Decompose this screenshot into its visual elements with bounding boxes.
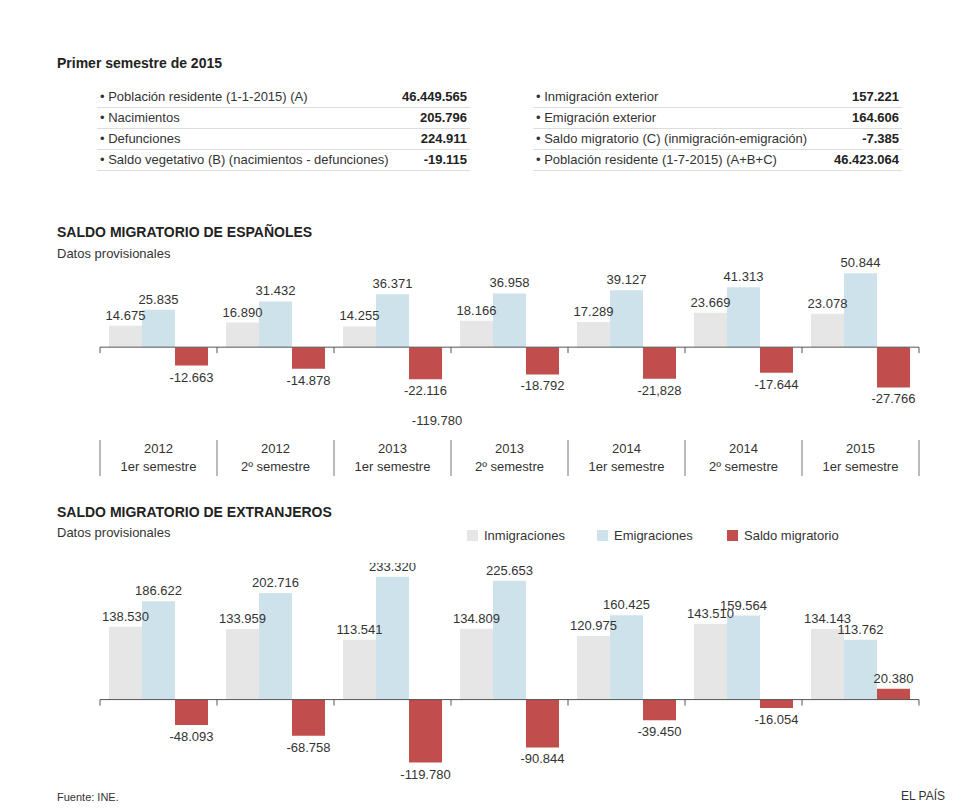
- svg-text:233.320: 233.320: [369, 563, 416, 574]
- svg-text:138.530: 138.530: [102, 609, 149, 624]
- html-text:Emigraciones: Emigraciones: [614, 528, 693, 543]
- html-text:-119.780: -119.780: [411, 413, 463, 428]
- html-text:EL PAÍS: EL PAÍS: [901, 789, 945, 803]
- svg-text:160.425: 160.425: [603, 597, 650, 612]
- svg-text:-16.054: -16.054: [754, 712, 798, 727]
- svg-text:159.564: 159.564: [720, 598, 767, 613]
- svg-text:18.166: 18.166: [457, 303, 497, 318]
- svg-text:2012: 2012: [144, 441, 173, 456]
- svg-text:-21,828: -21,828: [637, 383, 681, 398]
- svg-text:1er semestre: 1er semestre: [355, 459, 431, 474]
- html-text:• Inmigración exterior: • Inmigración exterior: [536, 89, 659, 104]
- svg-text:-17.644: -17.644: [754, 377, 798, 392]
- svg-text:50.844: 50.844: [841, 255, 881, 270]
- svg-text:2º semestre: 2º semestre: [475, 459, 544, 474]
- svg-text:36.958: 36.958: [490, 275, 530, 290]
- html-text:Saldo migratorio: Saldo migratorio: [744, 528, 839, 543]
- svg-text:2012: 2012: [261, 441, 290, 456]
- svg-text:113.762: 113.762: [837, 622, 883, 637]
- html-text:46.423.064: 46.423.064: [833, 152, 899, 167]
- html-text:Datos provisionales: Datos provisionales: [57, 246, 171, 261]
- svg-text:2013: 2013: [495, 441, 524, 456]
- html-text:Primer semestre de 2015: Primer semestre de 2015: [57, 55, 222, 71]
- svg-text:1er semestre: 1er semestre: [121, 459, 197, 474]
- svg-text:143.510: 143.510: [687, 606, 734, 621]
- svg-text:23.078: 23.078: [808, 296, 848, 311]
- svg-text:16.890: 16.890: [223, 305, 263, 320]
- svg-text:-27.766: -27.766: [871, 391, 915, 406]
- html-text:• Nacimientos: • Nacimientos: [100, 110, 180, 125]
- svg-text:14.675: 14.675: [106, 308, 146, 323]
- svg-text:-39.450: -39.450: [637, 724, 681, 739]
- html-text:• Población residente (1-1-201: • Población residente (1-1-2015) (A): [100, 89, 308, 104]
- svg-text:2014: 2014: [612, 441, 641, 456]
- svg-text:39.127: 39.127: [607, 272, 647, 287]
- svg-text:134.809: 134.809: [453, 611, 500, 626]
- html-text:Fuente: INE.: Fuente: INE.: [57, 791, 119, 803]
- svg-text:41.313: 41.313: [724, 269, 764, 284]
- html-text:• Defunciones: • Defunciones: [100, 131, 181, 146]
- svg-text:-68.758: -68.758: [286, 740, 330, 755]
- svg-text:1er semestre: 1er semestre: [823, 459, 899, 474]
- html-text:157.221: 157.221: [852, 89, 899, 104]
- html-text:Datos provisionales: Datos provisionales: [57, 525, 171, 540]
- html-text:-19.115: -19.115: [423, 152, 467, 167]
- svg-text:31.432: 31.432: [256, 283, 296, 298]
- svg-text:2015: 2015: [846, 441, 875, 456]
- html-text:-7.385: -7.385: [862, 131, 899, 146]
- svg-text:134.143: 134.143: [804, 611, 851, 626]
- svg-text:1er semestre: 1er semestre: [589, 459, 665, 474]
- html-text:224.911: 224.911: [420, 131, 467, 146]
- svg-text:36.371: 36.371: [373, 276, 413, 291]
- svg-text:2º semestre: 2º semestre: [709, 459, 778, 474]
- html-text:SALDO MIGRATORIO DE EXTRANJERO: SALDO MIGRATORIO DE EXTRANJEROS: [57, 504, 332, 520]
- svg-text:-12.663: -12.663: [169, 370, 213, 385]
- svg-text:225.653: 225.653: [486, 563, 533, 578]
- svg-text:-90.844: -90.844: [520, 751, 564, 766]
- svg-text:202.716: 202.716: [252, 575, 299, 590]
- html-text:46.449.565: 46.449.565: [401, 89, 467, 104]
- svg-text:14.255: 14.255: [340, 308, 380, 323]
- svg-text:20.380: 20.380: [874, 671, 914, 686]
- svg-text:2013: 2013: [378, 441, 407, 456]
- html-text:• Saldo vegetativo (B) (nacimi: • Saldo vegetativo (B) (nacimientos - de…: [100, 152, 389, 167]
- svg-text:-48.093: -48.093: [169, 729, 213, 744]
- svg-text:-22.116: -22.116: [404, 383, 447, 398]
- svg-text:-14.878: -14.878: [286, 373, 330, 388]
- html-text:164.606: 164.606: [852, 110, 899, 125]
- svg-text:17.289: 17.289: [574, 304, 614, 319]
- html-text:• Emigración exterior: • Emigración exterior: [536, 110, 657, 125]
- svg-text:2º semestre: 2º semestre: [241, 459, 310, 474]
- html-text:205.796: 205.796: [420, 110, 467, 125]
- svg-text:113.541: 113.541: [336, 622, 382, 637]
- html-text:• Saldo migratorio (C) (inmigr: • Saldo migratorio (C) (inmigración-emig…: [536, 131, 808, 146]
- html-text:Inmigraciones: Inmigraciones: [484, 528, 565, 543]
- svg-text:2014: 2014: [729, 441, 758, 456]
- svg-text:25.835: 25.835: [139, 292, 179, 307]
- svg-text:-119.780: -119.780: [400, 767, 450, 782]
- html-text:SALDO MIGRATORIO DE ESPAÑOLES: SALDO MIGRATORIO DE ESPAÑOLES: [57, 224, 313, 240]
- html-text:• Población residente (1-7-201: • Población residente (1-7-2015) (A+B+C): [536, 152, 777, 167]
- svg-text:-18.792: -18.792: [520, 378, 564, 393]
- svg-text:186.622: 186.622: [135, 583, 182, 598]
- svg-text:120.975: 120.975: [570, 618, 617, 633]
- svg-text:23.669: 23.669: [691, 295, 731, 310]
- svg-text:133.959: 133.959: [219, 611, 266, 626]
